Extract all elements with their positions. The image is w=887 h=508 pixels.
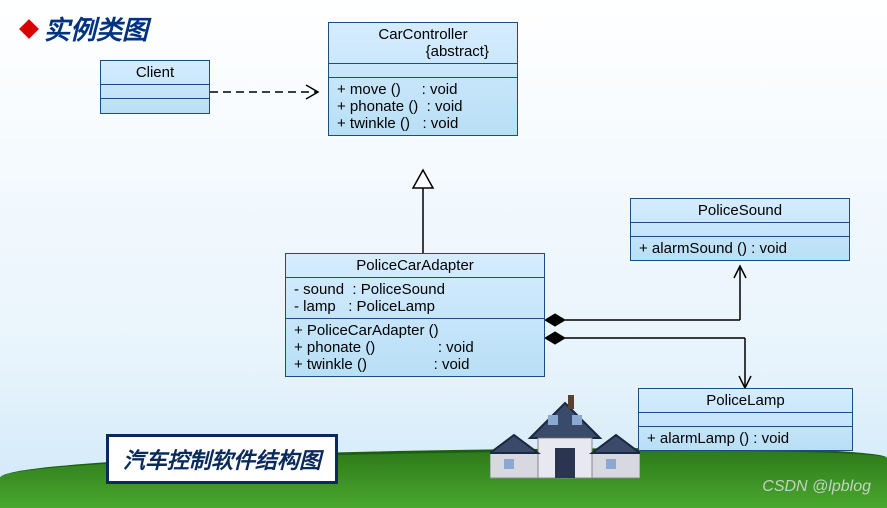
uml-methods-empty bbox=[101, 99, 209, 113]
uml-method: + twinkle () : void bbox=[294, 356, 536, 373]
uml-class-name: CarController {abstract} bbox=[329, 23, 517, 64]
uml-method: + move () : void bbox=[337, 81, 509, 98]
uml-member: - lamp : PoliceLamp bbox=[294, 298, 536, 315]
uml-method: + phonate () : void bbox=[294, 339, 536, 356]
uml-methods: + alarmLamp () : void bbox=[639, 427, 852, 450]
uml-class-policesound: PoliceSound + alarmSound () : void bbox=[630, 198, 850, 261]
uml-methods: + PoliceCarAdapter () + phonate () : voi… bbox=[286, 319, 544, 376]
uml-method: + phonate () : void bbox=[337, 98, 509, 115]
slide-title: 实例类图 bbox=[22, 10, 148, 47]
uml-member: - sound : PoliceSound bbox=[294, 281, 536, 298]
watermark: CSDN @lpblog bbox=[762, 478, 871, 496]
uml-members-empty bbox=[101, 85, 209, 99]
uml-class-name: PoliceCarAdapter bbox=[286, 254, 544, 278]
class-stereotype: {abstract} bbox=[337, 43, 509, 60]
caption-box: 汽车控制软件结构图 bbox=[106, 434, 338, 484]
uml-class-policelamp: PoliceLamp + alarmLamp () : void bbox=[638, 388, 853, 451]
title-text: 实例类图 bbox=[44, 10, 148, 47]
uml-members: - sound : PoliceSound - lamp : PoliceLam… bbox=[286, 278, 544, 319]
uml-members-empty bbox=[329, 64, 517, 78]
uml-class-client: Client bbox=[100, 60, 210, 114]
uml-class-name: PoliceSound bbox=[631, 199, 849, 223]
bullet-diamond-icon bbox=[19, 19, 39, 39]
house-illustration bbox=[490, 393, 640, 488]
uml-members-empty bbox=[639, 413, 852, 427]
uml-members-empty bbox=[631, 223, 849, 237]
uml-class-carcontroller: CarController {abstract} + move () : voi… bbox=[328, 22, 518, 136]
caption-text: 汽车控制软件结构图 bbox=[123, 448, 321, 473]
uml-method: + PoliceCarAdapter () bbox=[294, 322, 536, 339]
uml-method: + twinkle () : void bbox=[337, 115, 509, 132]
class-name-text: CarController bbox=[337, 26, 509, 43]
uml-class-name: Client bbox=[101, 61, 209, 85]
uml-method: + alarmSound () : void bbox=[639, 240, 841, 257]
uml-methods: + alarmSound () : void bbox=[631, 237, 849, 260]
uml-method: + alarmLamp () : void bbox=[647, 430, 844, 447]
uml-class-policecaradapter: PoliceCarAdapter - sound : PoliceSound -… bbox=[285, 253, 545, 377]
uml-methods: + move () : void + phonate () : void + t… bbox=[329, 78, 517, 135]
uml-class-name: PoliceLamp bbox=[639, 389, 852, 413]
